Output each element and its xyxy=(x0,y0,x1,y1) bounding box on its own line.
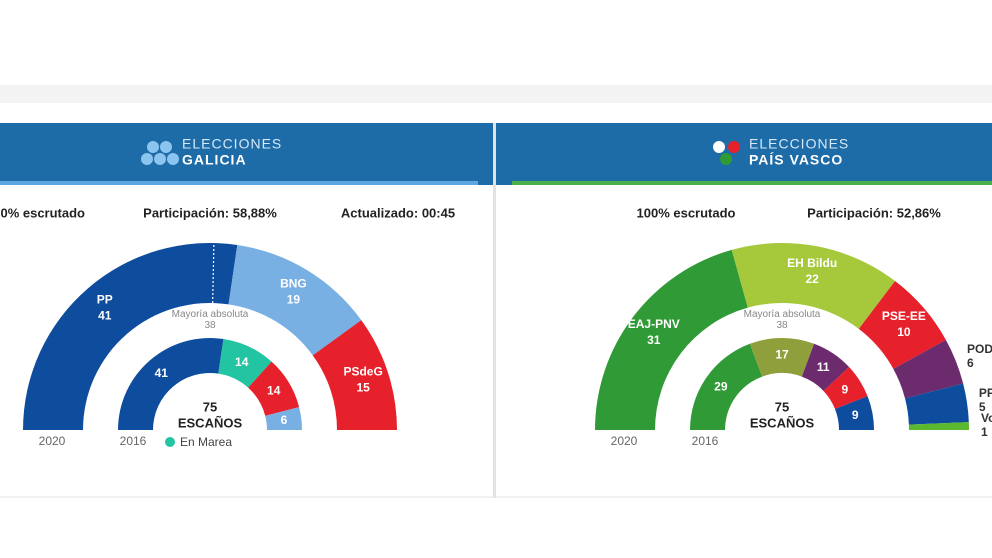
center-label: ESCAÑOS xyxy=(178,415,243,430)
majority-label: Mayoría absoluta 38 xyxy=(743,309,821,331)
header-galicia xyxy=(0,123,493,185)
ring-year: 2016 xyxy=(692,434,719,448)
scrutinized: 100% escrutado xyxy=(637,205,736,220)
header-top: ELECCIONES xyxy=(182,136,282,152)
seat-segment xyxy=(228,245,362,356)
seat-segment xyxy=(312,320,397,430)
header-underline xyxy=(512,181,992,185)
majority-label: Mayoría absoluta 38 xyxy=(171,309,249,331)
header-pais-vasco xyxy=(496,123,992,185)
party-label: EAJ-PNV xyxy=(628,317,680,331)
header-name: GALICIA xyxy=(182,152,247,168)
seat-segment xyxy=(905,383,969,425)
seat-label: 10 xyxy=(897,325,911,339)
participation: Participación: 58,88% xyxy=(143,205,277,220)
ring-year: 2020 xyxy=(39,434,66,448)
party-label: PSdeG xyxy=(343,364,382,378)
party-label: BNG xyxy=(280,276,307,290)
seat-segment xyxy=(23,243,238,430)
seat-label: 1 xyxy=(981,425,988,439)
seat-segment xyxy=(858,281,946,369)
party-label: PP xyxy=(97,292,113,306)
seat-label: 17 xyxy=(775,348,789,362)
seat-segment xyxy=(118,338,224,430)
scrutinized: 100% escrutado xyxy=(0,205,85,220)
participation: Participación: 52,86% xyxy=(807,205,941,220)
seat-label: 22 xyxy=(805,272,819,286)
seat-segment xyxy=(248,361,300,416)
header-name: PAÍS VASCO xyxy=(749,152,843,168)
party-label: PP+Cs xyxy=(979,386,992,400)
seat-label: 6 xyxy=(281,413,288,427)
seat-label: 41 xyxy=(155,366,169,380)
party-label: PODEMOS-IU xyxy=(967,342,992,356)
party-label: EH Bildu xyxy=(787,256,837,270)
seat-segment xyxy=(218,338,272,388)
top-bar xyxy=(0,85,992,103)
legend-label: En Marea xyxy=(180,435,232,449)
seat-segment xyxy=(893,339,964,399)
center-value: 75 xyxy=(775,399,789,414)
seat-segment xyxy=(749,338,815,377)
seat-label: 14 xyxy=(267,384,281,398)
center-label: ESCAÑOS xyxy=(750,415,815,430)
divider xyxy=(493,123,496,498)
party-label: PSE-EE xyxy=(882,309,926,323)
majority-line xyxy=(212,243,215,304)
seat-segment xyxy=(801,343,850,391)
seat-segment xyxy=(823,367,868,410)
logo-galicia xyxy=(141,141,179,165)
seat-label: 11 xyxy=(817,360,830,374)
updated: Actualizado: 00:45 xyxy=(341,205,455,220)
seat-segment xyxy=(834,396,874,430)
seat-segment xyxy=(690,343,763,430)
seat-segment xyxy=(265,407,302,430)
seat-label: 9 xyxy=(842,382,849,396)
party-label: Vox xyxy=(981,411,992,425)
seat-label: 9 xyxy=(852,408,859,422)
legend-swatch xyxy=(165,437,175,447)
ring-year: 2016 xyxy=(120,434,147,448)
seat-segment xyxy=(908,422,969,430)
header-underline xyxy=(0,181,478,185)
seat-label: 31 xyxy=(647,333,661,347)
seat-label: 15 xyxy=(356,380,370,394)
ring-year: 2020 xyxy=(611,434,638,448)
logo-pais-vasco xyxy=(713,141,740,165)
seat-label: 29 xyxy=(714,380,728,394)
seat-segment xyxy=(595,249,748,430)
seat-label: 5 xyxy=(979,400,986,414)
header-top: ELECCIONES xyxy=(749,136,849,152)
seat-label: 14 xyxy=(235,355,249,369)
seat-label: 19 xyxy=(287,292,301,306)
seat-label: 6 xyxy=(967,356,974,370)
seat-segment xyxy=(731,243,896,329)
center-value: 75 xyxy=(203,399,217,414)
seat-label: 41 xyxy=(98,308,112,322)
